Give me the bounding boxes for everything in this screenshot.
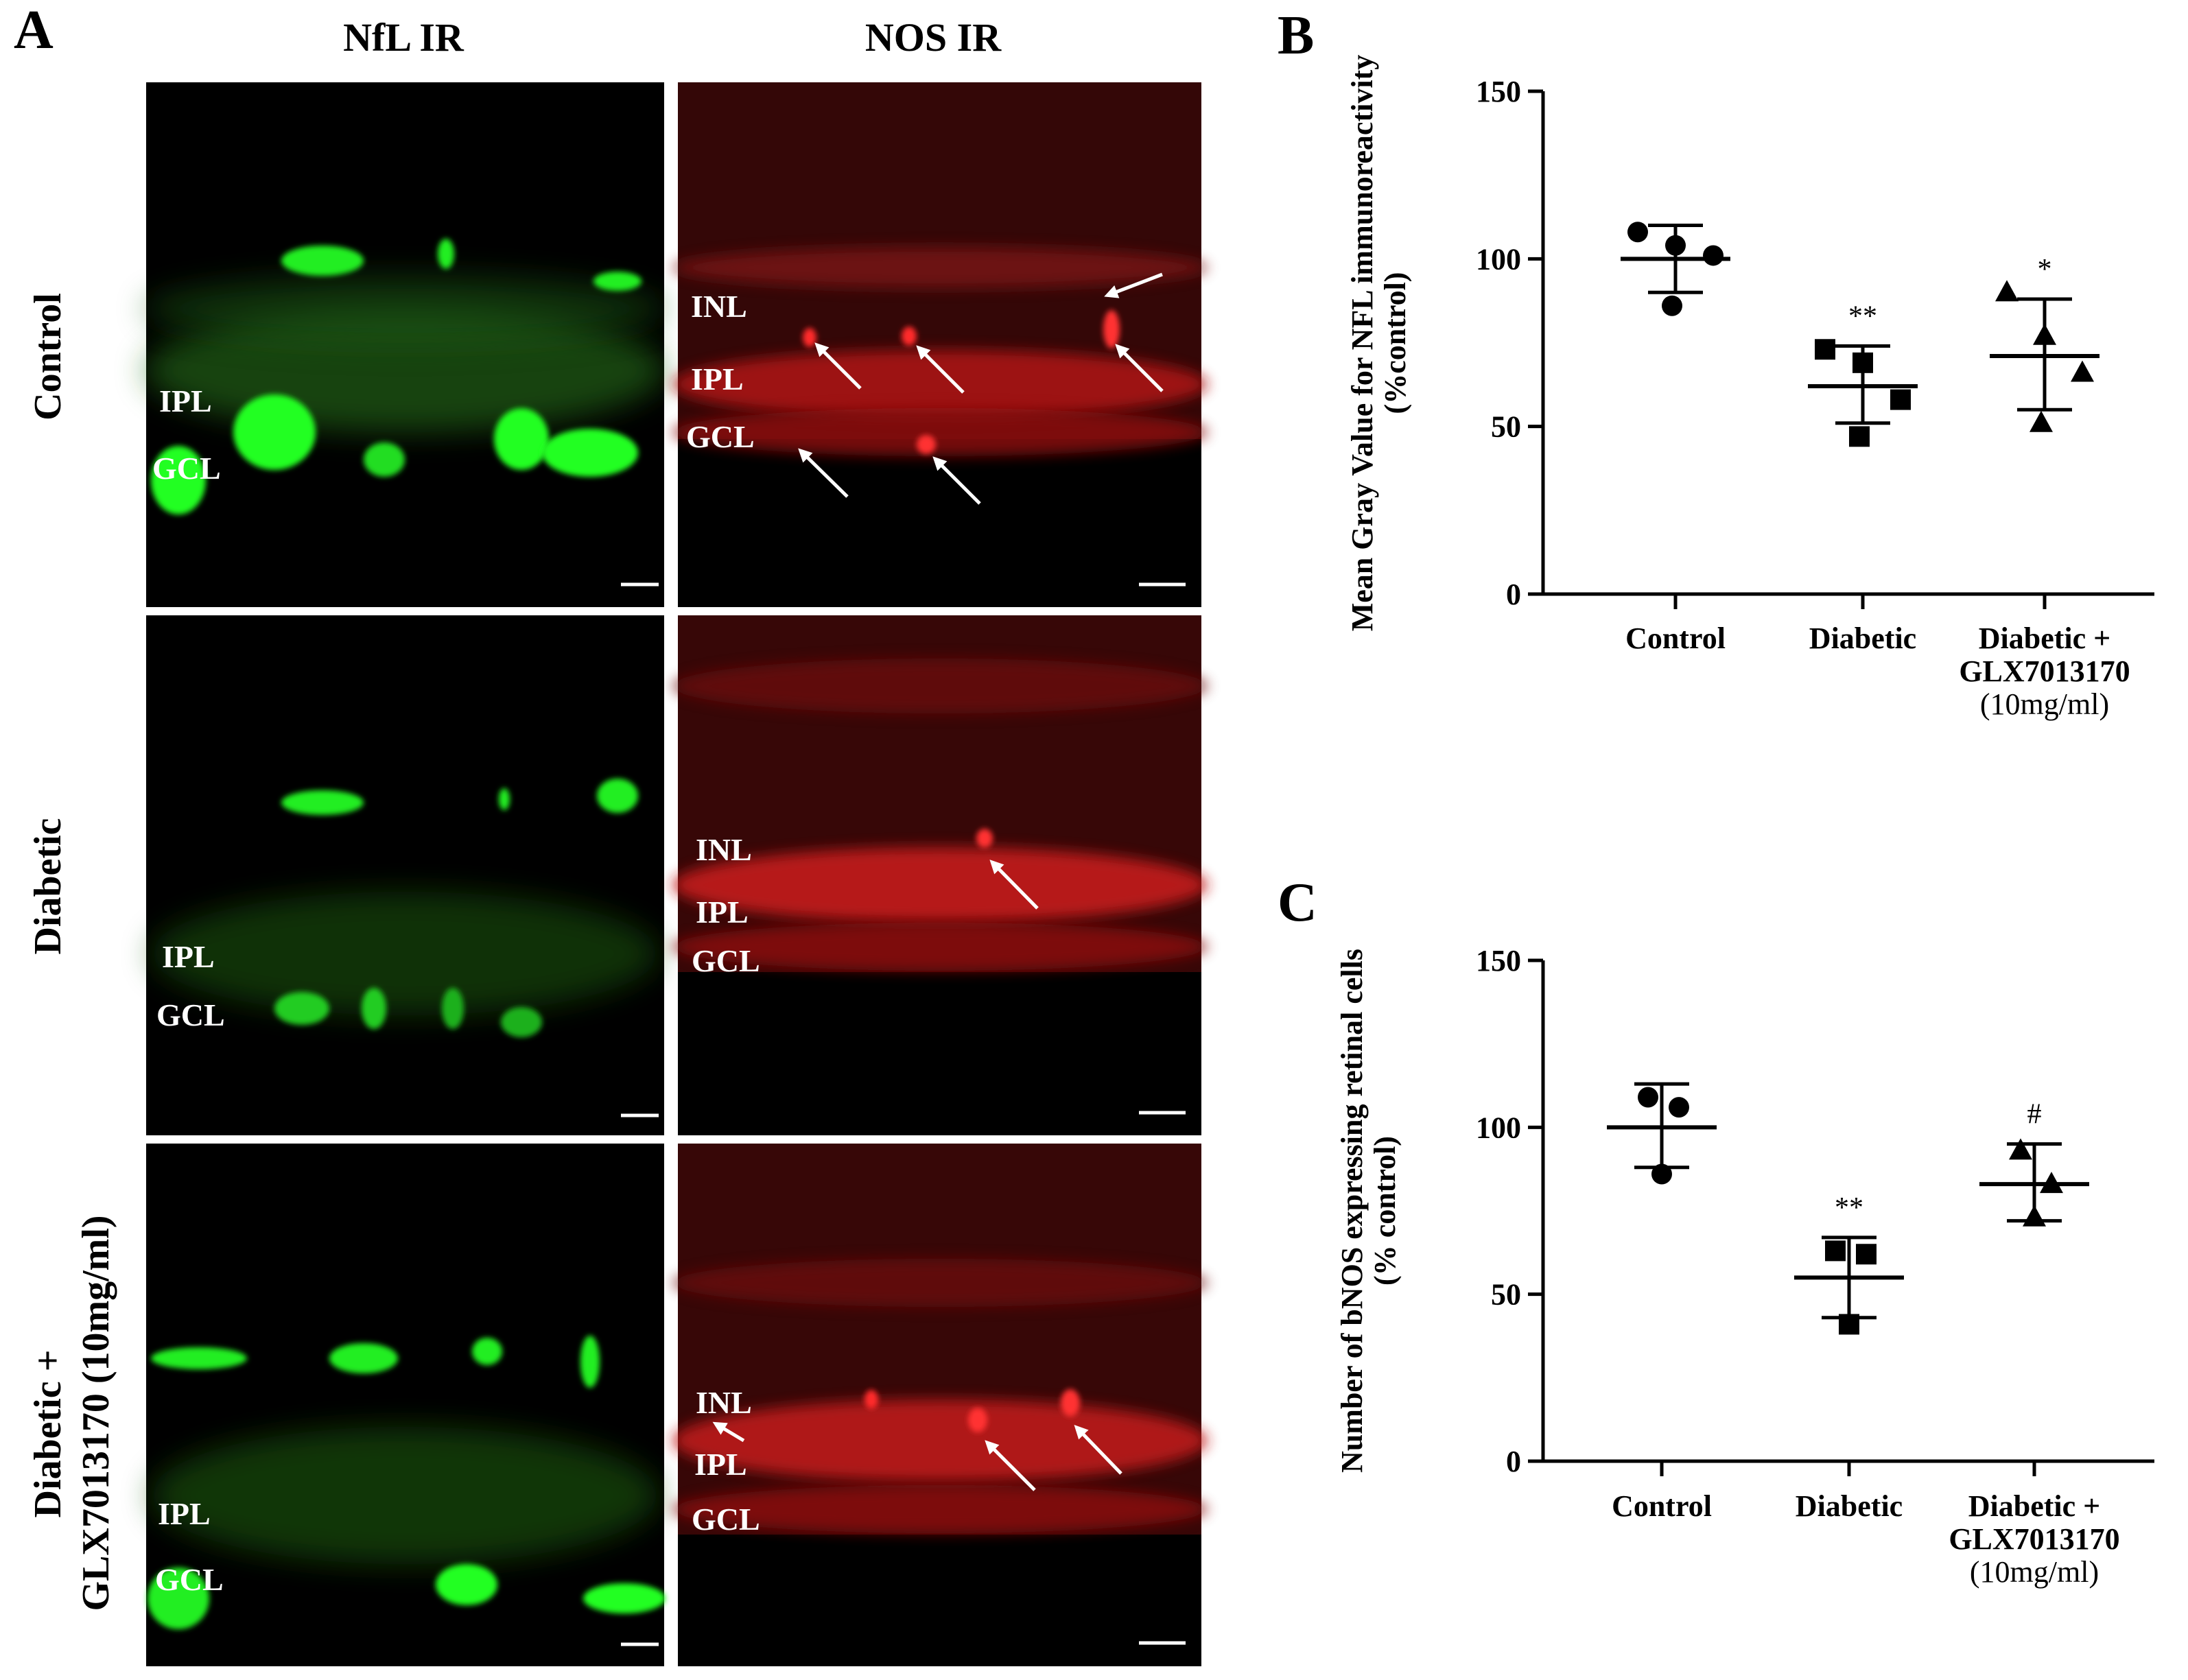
data-point (2071, 360, 2094, 382)
layer-label-gcl: GCL (155, 1562, 224, 1597)
data-point (1703, 245, 1724, 266)
micrograph-nfl-control: IPL GCL (144, 82, 666, 607)
data-point (1665, 235, 1686, 256)
layer-label-gcl: GCL (156, 997, 225, 1032)
data-point (1662, 295, 1682, 316)
row-label-diabetic: Diabetic (27, 818, 69, 954)
micrograph-nfl-treated: IPL GCL (146, 1144, 666, 1666)
panel-a-letter: A (14, 0, 54, 60)
data-point (2009, 1138, 2032, 1160)
micrograph-nos-diabetic: INL IPL GCL (672, 615, 1208, 1135)
y-axis-label: (%control) (1378, 272, 1412, 414)
data-point (1839, 1314, 1859, 1335)
panel-letter: C (1278, 873, 1317, 933)
x-tick-label: Diabetic (1796, 1489, 1903, 1523)
y-tick-label: 50 (1491, 410, 1521, 444)
data-point (1627, 222, 1648, 243)
data-point (1995, 280, 2019, 302)
x-tick-label: Control (1612, 1489, 1712, 1523)
data-point (2030, 410, 2053, 432)
layer-label-ipl: IPL (696, 895, 749, 930)
data-point (1669, 1097, 1689, 1118)
data-point (1852, 352, 1873, 373)
y-tick-label: 150 (1476, 944, 1521, 978)
column-header-nos: NOS IR (865, 15, 1002, 60)
y-tick-label: 0 (1506, 578, 1521, 611)
layer-label-ipl: IPL (691, 362, 744, 397)
significance-mark: * (2038, 254, 2052, 285)
x-tick-label: Diabetic + (1968, 1489, 2100, 1523)
data-point (2040, 1172, 2063, 1194)
x-tick-label: (10mg/ml) (1970, 1555, 2099, 1589)
significance-mark: # (2027, 1099, 2042, 1131)
data-point (1638, 1087, 1658, 1108)
data-point (2023, 1205, 2046, 1227)
x-tick-label: GLX7013170 (1949, 1522, 2119, 1556)
layer-label-gcl: GCL (152, 451, 221, 486)
panel-letter: B (1278, 5, 1314, 66)
row-label-treated-line1: Diabetic + (27, 1350, 69, 1518)
x-tick-label: (10mg/ml) (1980, 687, 2109, 721)
row-label-treated-line2: GLX7013170 (10mg/ml) (75, 1215, 117, 1611)
layer-label-inl: INL (696, 1385, 752, 1420)
layer-label-ipl: IPL (694, 1447, 747, 1482)
data-point (1815, 339, 1835, 360)
data-point (1651, 1163, 1672, 1185)
significance-mark: ** (1848, 300, 1877, 332)
row-label-control: Control (27, 293, 69, 421)
layer-label-inl: INL (691, 289, 747, 324)
column-header-nfl: NfL IR (343, 15, 464, 60)
layer-label-ipl: IPL (158, 1496, 211, 1531)
micrograph-nfl-diabetic: IPL GCL (146, 615, 664, 1135)
layer-label-inl: INL (696, 832, 752, 867)
data-point (1825, 1240, 1846, 1262)
data-point (1849, 426, 1870, 447)
layer-label-gcl: GCL (692, 1502, 760, 1537)
micrograph-nos-treated: INL IPL GCL (672, 1144, 1208, 1666)
y-axis-label: Mean Gray Value for NFL immunoreactivity (1345, 55, 1379, 631)
layer-label-gcl: GCL (686, 419, 755, 454)
data-point (1890, 389, 1911, 410)
chart-panel-b: B 0 50 100 150 Mean Gray Value for NFL immuno… (1278, 5, 2154, 721)
chart-panel-c: C 0 50 100 150 Number of bNOS expressing reti… (1278, 873, 2154, 1589)
data-point (1856, 1244, 1877, 1265)
x-tick-label: Diabetic (1809, 622, 1916, 655)
x-tick-label: GLX7013170 (1959, 654, 2130, 688)
layer-label-ipl: IPL (159, 383, 212, 418)
data-point (2033, 323, 2056, 345)
y-tick-label: 100 (1476, 242, 1521, 276)
micrograph-nos-control: INL IPL GCL (672, 82, 1208, 607)
y-tick-label: 0 (1506, 1445, 1521, 1478)
significance-mark: ** (1835, 1192, 1863, 1224)
y-tick-label: 150 (1476, 75, 1521, 108)
y-axis-label: (% control) (1368, 1136, 1402, 1286)
y-tick-label: 100 (1476, 1111, 1521, 1144)
y-axis-label: Number of bNOS expressing retinal cells (1335, 949, 1369, 1473)
x-tick-label: Diabetic + (1979, 622, 2110, 655)
layer-label-gcl: GCL (692, 943, 760, 978)
x-tick-label: Control (1625, 622, 1726, 655)
y-tick-label: 50 (1491, 1278, 1521, 1312)
layer-label-ipl: IPL (162, 939, 215, 974)
